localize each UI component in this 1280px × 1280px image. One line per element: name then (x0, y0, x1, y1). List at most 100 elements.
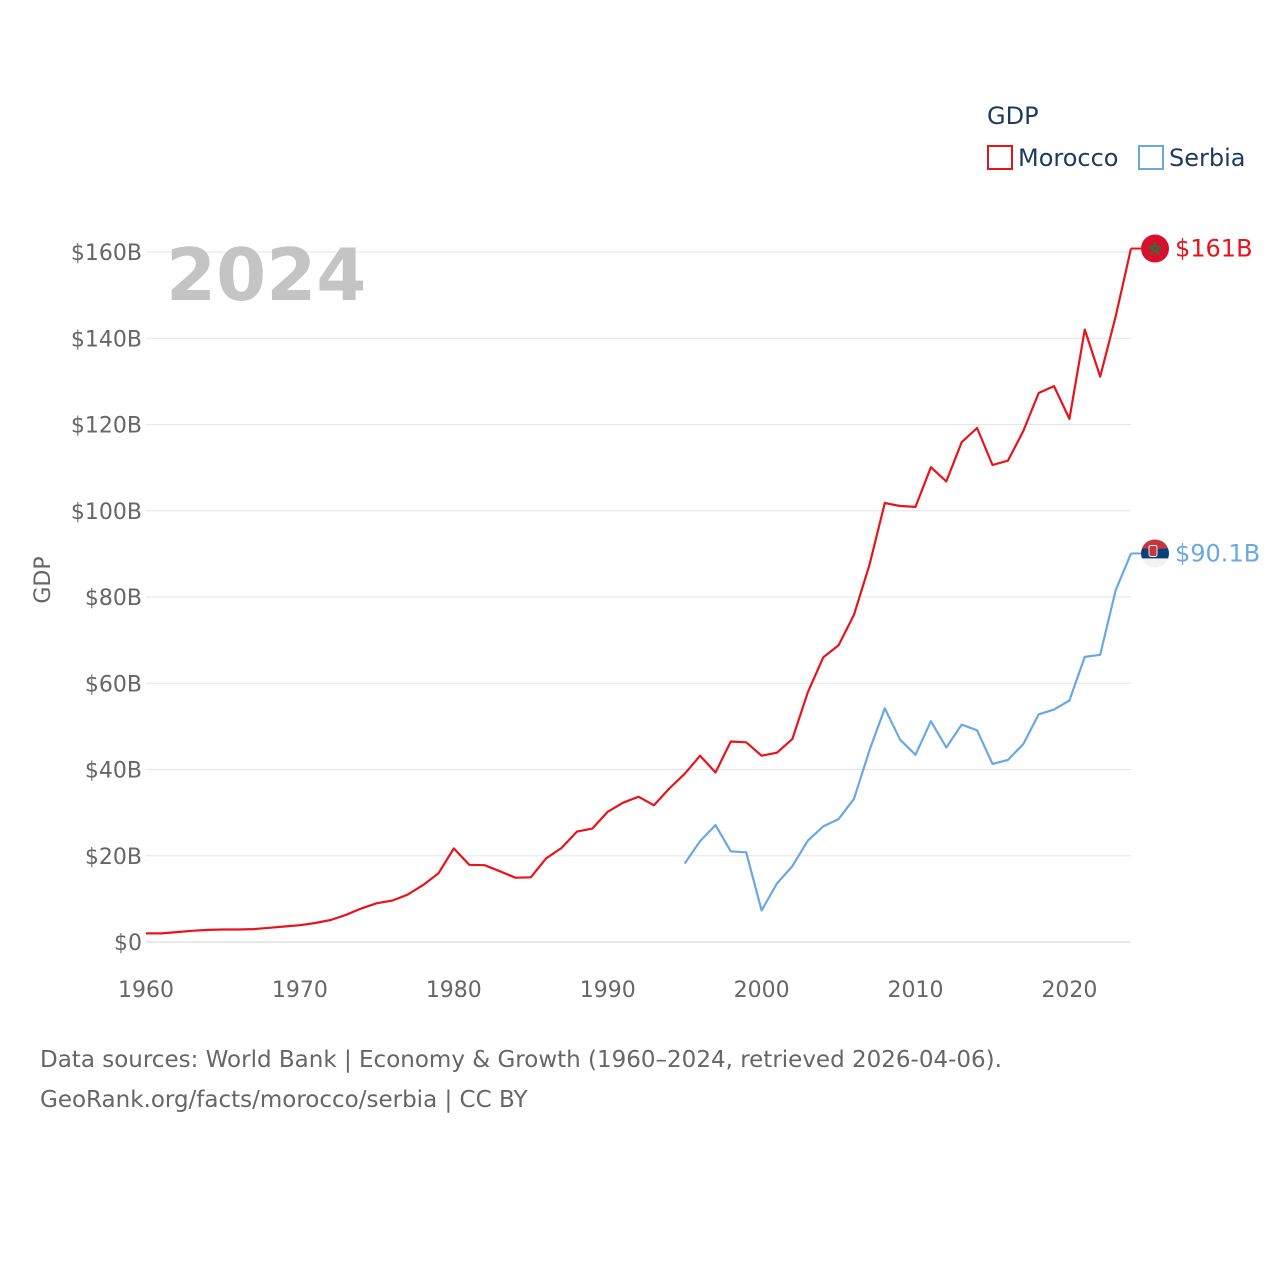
data-point (314, 922, 317, 925)
series-end-markers: $161B $90.1B (1131, 235, 1260, 568)
data-point (760, 754, 763, 757)
legend-label-serbia: Serbia (1169, 144, 1245, 172)
data-point (529, 876, 532, 879)
data-point (514, 876, 517, 879)
data-point (852, 797, 855, 800)
end-value-label-serbia: $90.1B (1175, 539, 1260, 567)
end-value-label-morocco: $161B (1175, 235, 1253, 263)
y-tick-label: $0 (114, 931, 142, 956)
data-point (160, 932, 163, 935)
data-point (452, 847, 455, 850)
data-point (976, 426, 979, 429)
y-tick-label: $80B (85, 586, 142, 611)
data-point (545, 857, 548, 860)
x-tick-label: 1970 (272, 978, 328, 1003)
data-point (345, 913, 348, 916)
data-point (422, 884, 425, 887)
data-point (560, 846, 563, 849)
y-tick-label: $100B (71, 500, 142, 525)
data-point (991, 762, 994, 765)
series-line-serbia (683, 552, 1133, 912)
year-watermark: 2024 (166, 233, 366, 317)
data-point (237, 928, 240, 931)
data-point (668, 787, 671, 790)
data-point (191, 929, 194, 932)
serbia-flag-icon (1141, 539, 1169, 568)
data-point (591, 827, 594, 830)
series-points-serbia (683, 552, 1132, 912)
data-point (745, 741, 748, 744)
data-point (575, 830, 578, 833)
legend-item-morocco[interactable]: Morocco (987, 144, 1119, 172)
data-point (252, 928, 255, 931)
data-point (791, 737, 794, 740)
y-tick-label: $160B (71, 241, 142, 266)
x-tick-label: 2000 (734, 978, 790, 1003)
data-point (791, 865, 794, 868)
data-point (729, 850, 732, 853)
data-point (1037, 392, 1040, 395)
data-point (760, 909, 763, 912)
data-point (745, 851, 748, 854)
data-point (1099, 653, 1102, 656)
data-point (776, 751, 779, 754)
data-point (1006, 459, 1009, 462)
data-point (899, 738, 902, 741)
data-point (1099, 375, 1102, 378)
legend-label-morocco: Morocco (1018, 144, 1119, 172)
y-axis-title: GDP (31, 556, 56, 603)
data-point (699, 840, 702, 843)
data-point (1006, 759, 1009, 762)
data-point (976, 729, 979, 732)
data-point (637, 795, 640, 798)
data-point (1053, 708, 1056, 711)
data-point (1114, 589, 1117, 592)
source-line-2[interactable]: GeoRank.org/facts/morocco/serbia | CC BY (40, 1087, 528, 1113)
data-point (283, 925, 286, 928)
data-point (175, 931, 178, 934)
legend-swatch-morocco (987, 145, 1013, 170)
data-point (837, 818, 840, 821)
series-line-morocco (146, 248, 1133, 935)
series-points-morocco (145, 247, 1133, 935)
x-tick-label: 2010 (888, 978, 944, 1003)
x-axis-ticks: 1960 1970 1980 1990 2000 2010 2020 (118, 978, 1097, 1003)
data-point (268, 926, 271, 929)
data-point (206, 928, 209, 931)
data-point (606, 810, 609, 813)
data-point (468, 863, 471, 866)
legend-title: GDP (987, 102, 1039, 130)
data-point (883, 501, 886, 504)
data-point (929, 720, 932, 723)
y-tick-label: $140B (71, 327, 142, 352)
data-point (868, 749, 871, 752)
data-point (145, 932, 148, 935)
legend[interactable]: GDP Morocco Serbia (987, 102, 1245, 172)
data-source-note: Data sources: World Bank | Economy & Gro… (40, 1040, 1002, 1120)
data-point (683, 862, 686, 865)
data-point (883, 707, 886, 710)
data-point (437, 872, 440, 875)
data-point (806, 839, 809, 842)
data-point (1083, 655, 1086, 658)
data-point (776, 882, 779, 885)
data-point (1068, 417, 1071, 420)
data-point (622, 801, 625, 804)
data-point (868, 564, 871, 567)
source-line-1: Data sources: World Bank | Economy & Gro… (40, 1047, 1002, 1073)
data-point (960, 723, 963, 726)
gridlines (146, 251, 1131, 943)
legend-item-serbia[interactable]: Serbia (1138, 144, 1245, 172)
data-point (914, 505, 917, 508)
data-point (822, 825, 825, 828)
data-point (1053, 385, 1056, 388)
x-tick-label: 1990 (580, 978, 636, 1003)
legend-swatch-serbia (1138, 145, 1164, 170)
data-point (1022, 429, 1025, 432)
y-tick-label: $20B (85, 845, 142, 870)
data-point (929, 466, 932, 469)
data-point (375, 902, 378, 905)
data-point (391, 899, 394, 902)
data-point (806, 691, 809, 694)
